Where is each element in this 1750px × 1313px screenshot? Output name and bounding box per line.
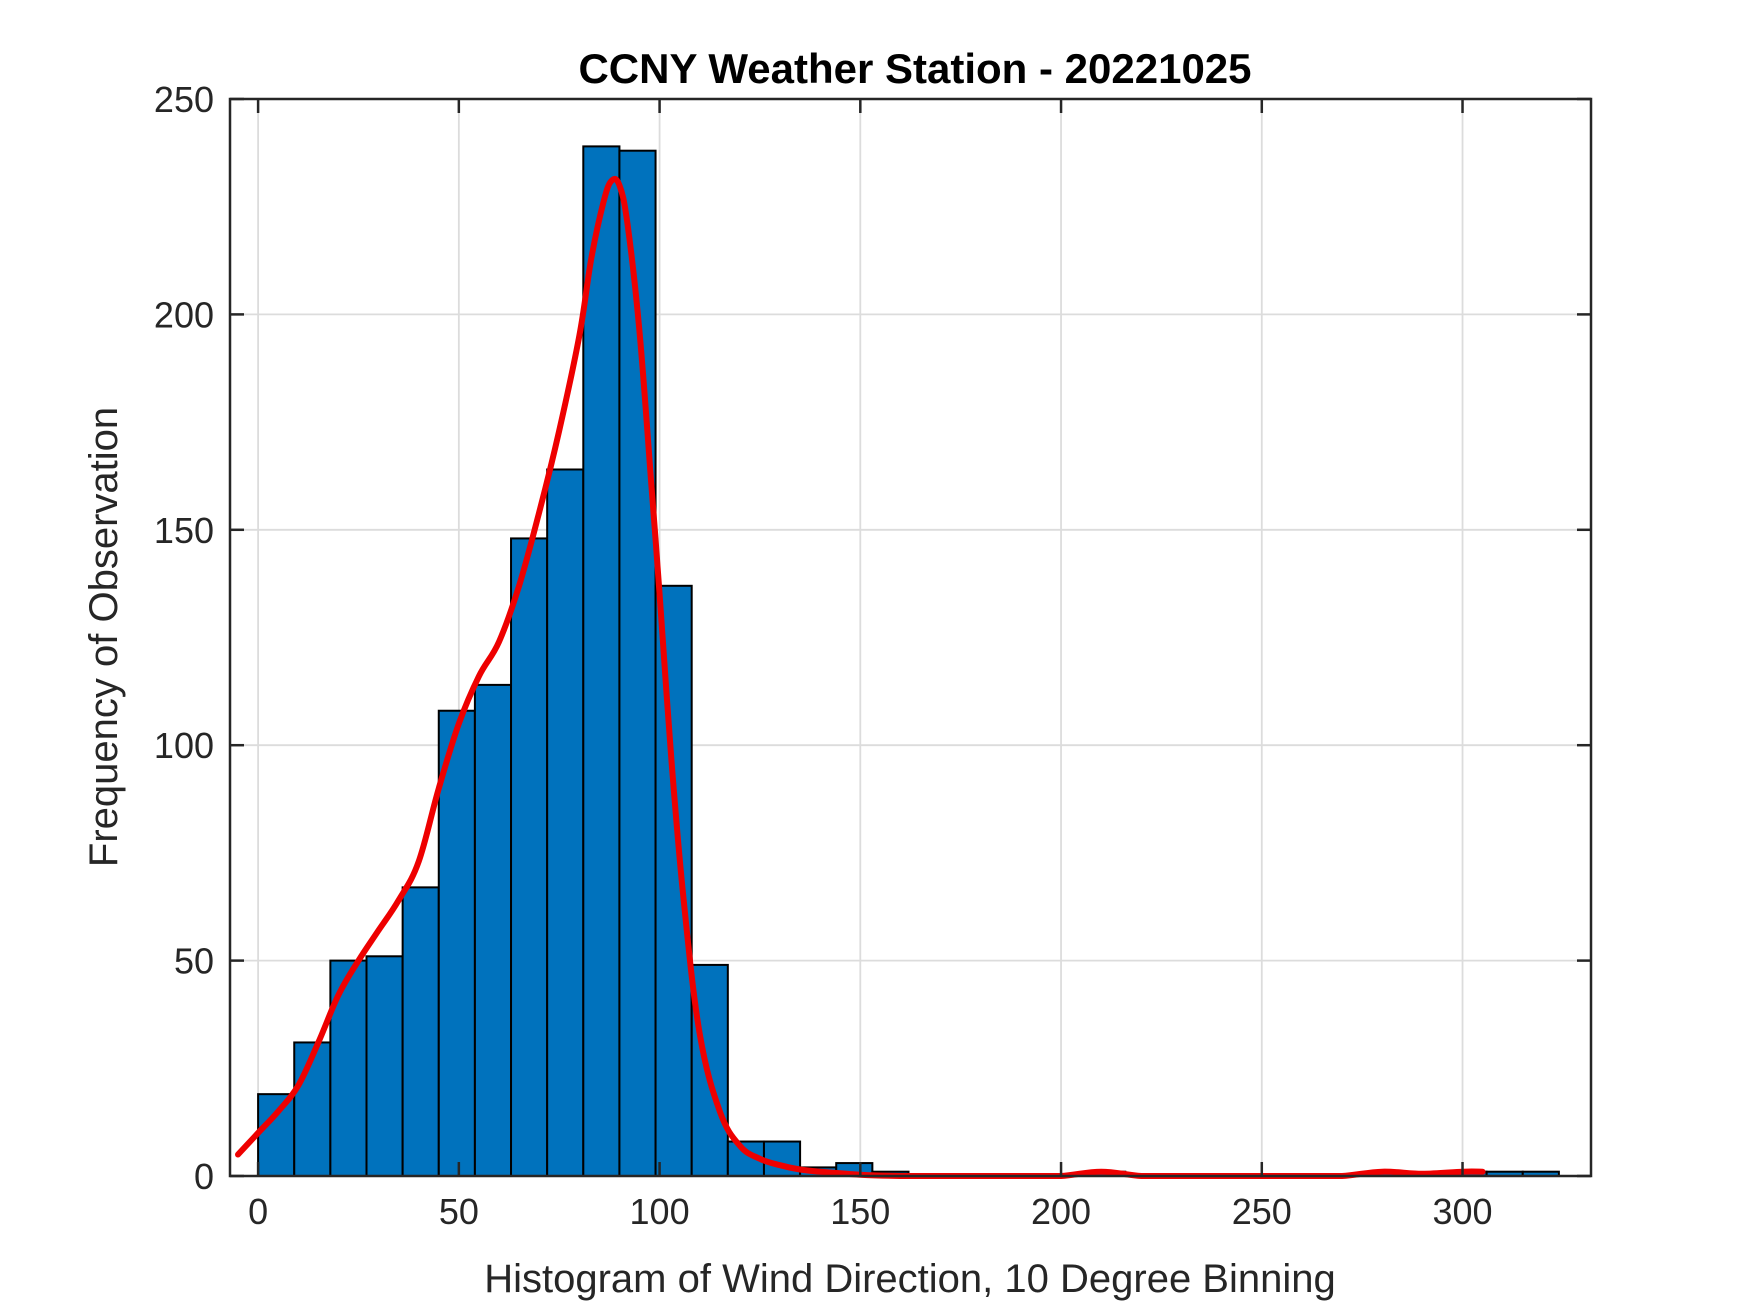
y-tick-label: 250 [154, 79, 214, 120]
y-tick-label: 200 [154, 294, 214, 335]
y-tick-label: 150 [154, 510, 214, 551]
histogram-bar [365, 955, 404, 1177]
histogram-bar [510, 537, 549, 1177]
y-tick-label: 0 [194, 1156, 214, 1197]
histogram-bar [546, 468, 585, 1178]
histogram-bars [257, 145, 1560, 1178]
x-tick-label: 50 [439, 1191, 479, 1232]
histogram-bar [473, 683, 513, 1177]
x-tick-label: 0 [248, 1191, 268, 1232]
histogram-bar [654, 584, 693, 1177]
y-axis-label: Frequency of Observation [82, 407, 126, 867]
x-tick-label: 100 [630, 1191, 690, 1232]
x-tick-label: 150 [830, 1191, 890, 1232]
tick-marks [230, 97, 1591, 1178]
x-tick-label: 250 [1232, 1191, 1292, 1232]
x-axis-label: Histogram of Wind Direction, 10 Degree B… [484, 1257, 1336, 1301]
x-tick-label: 300 [1432, 1191, 1492, 1232]
histogram-bar [401, 886, 440, 1177]
y-tick-label: 100 [154, 725, 214, 766]
y-tick-labels: 0 50 100 150 200 250 [154, 79, 214, 1197]
x-tick-label: 200 [1031, 1191, 1091, 1232]
histogram-bar [257, 1093, 296, 1177]
chart-title: CCNY Weather Station - 20221025 [578, 45, 1251, 92]
axes-box [228, 97, 1593, 1178]
histogram-bar [437, 709, 476, 1178]
x-tick-labels: 0 50 100 150 200 250 300 [248, 1191, 1492, 1232]
y-tick-label: 50 [174, 941, 214, 982]
histogram-bar [582, 145, 621, 1178]
histogram-bar [329, 959, 368, 1177]
